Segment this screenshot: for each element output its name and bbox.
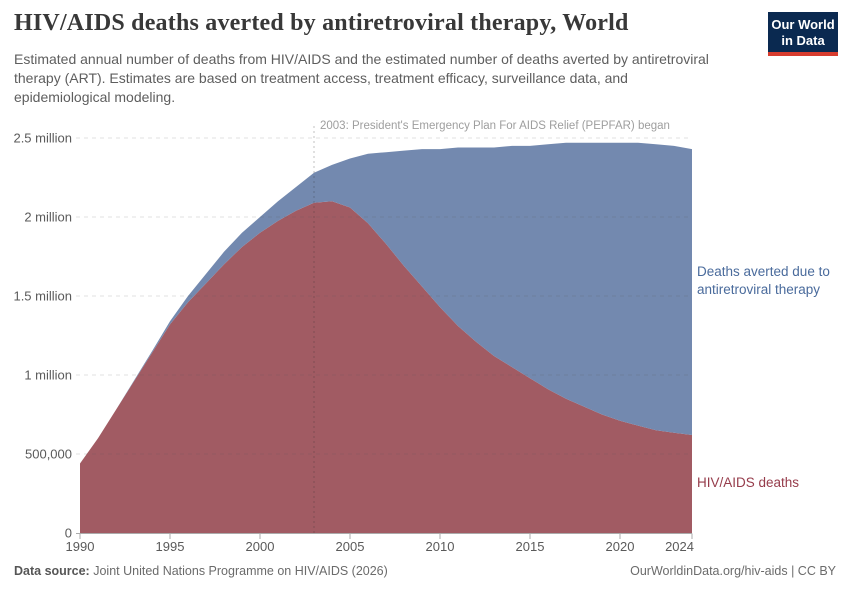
y-tick-label: 500,000 xyxy=(25,447,72,462)
owid-logo-line1: Our World xyxy=(771,17,835,32)
data-source-text: Joint United Nations Programme on HIV/AI… xyxy=(93,564,388,578)
owid-logo[interactable]: Our World in Data xyxy=(768,12,838,56)
x-tick-label: 2015 xyxy=(516,539,545,554)
chart-footer: Data source: Joint United Nations Progra… xyxy=(14,564,836,578)
page-title: HIV/AIDS deaths averted by antiretrovira… xyxy=(14,10,629,36)
series-label-hiv-deaths: HIV/AIDS deaths xyxy=(697,475,800,490)
x-tick-label: 2005 xyxy=(336,539,365,554)
owid-credit-link[interactable]: OurWorldinData.org/hiv-aids | CC BY xyxy=(630,564,836,578)
y-tick-label: 2 million xyxy=(24,210,72,225)
owid-logo-line2: in Data xyxy=(781,33,825,48)
x-tick-label: 1990 xyxy=(66,539,95,554)
data-source: Data source: Joint United Nations Progra… xyxy=(14,564,388,578)
y-tick-label: 1 million xyxy=(24,368,72,383)
data-source-label: Data source: xyxy=(14,564,90,578)
series-label-deaths-averted: Deaths averted due to antiretroviral the… xyxy=(697,264,830,297)
y-tick-label: 1.5 million xyxy=(13,289,72,304)
x-tick-label: 2000 xyxy=(246,539,275,554)
y-tick-label: 0 xyxy=(65,526,72,541)
chart-subtitle: Estimated annual number of deaths from H… xyxy=(14,51,709,105)
x-tick-label: 2020 xyxy=(606,539,635,554)
area-deaths-averted[interactable] xyxy=(80,142,692,464)
pepfar-annotation: 2003: President's Emergency Plan For AID… xyxy=(320,120,670,132)
x-tick-label: 1995 xyxy=(156,539,185,554)
x-tick-label: 2024 xyxy=(665,539,694,554)
area-hiv-aids-deaths[interactable] xyxy=(80,201,692,533)
y-tick-label: 2.5 million xyxy=(13,131,72,146)
x-tick-label: 2010 xyxy=(426,539,455,554)
